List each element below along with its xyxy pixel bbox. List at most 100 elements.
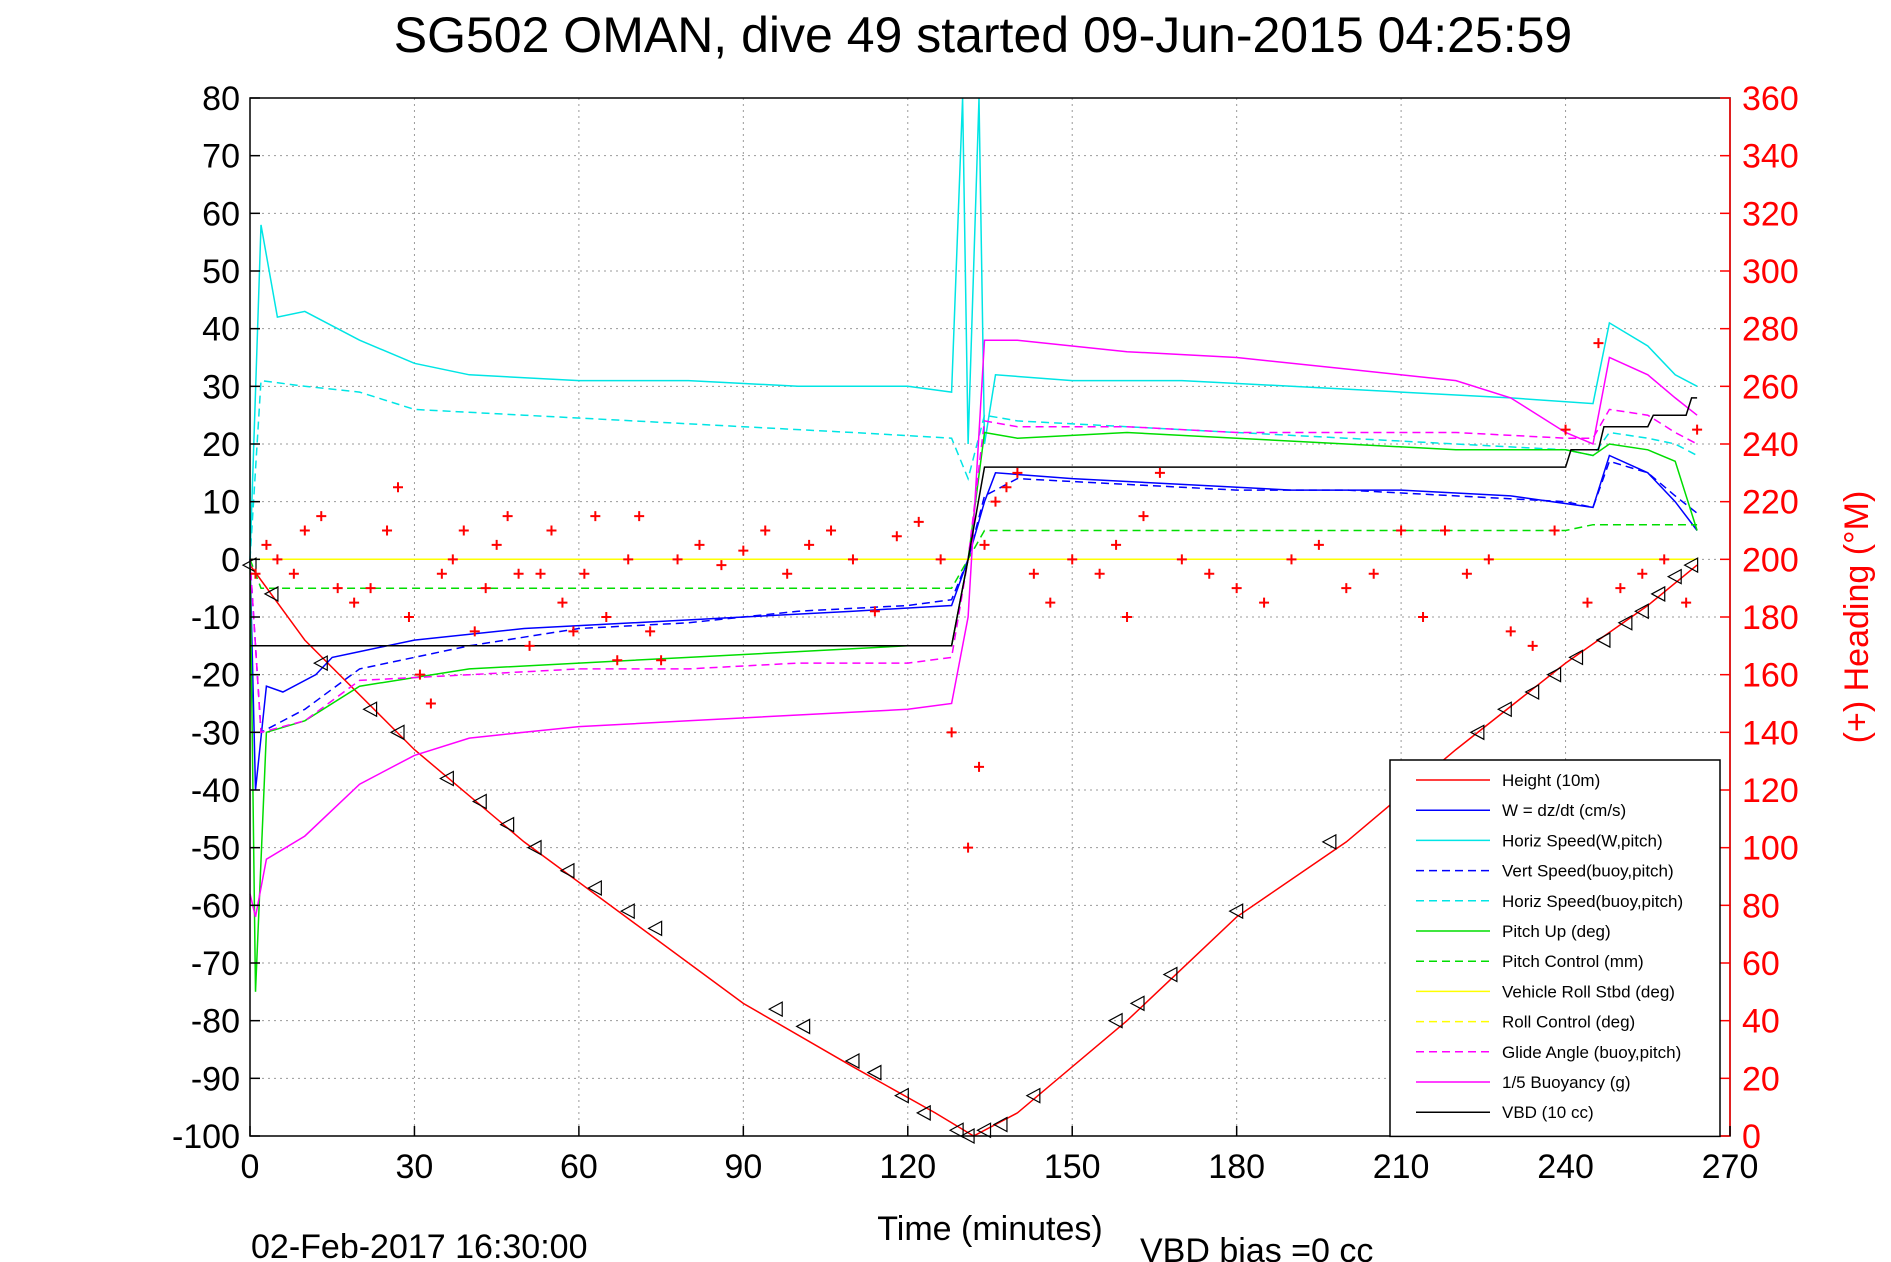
triangle-marker [1228, 903, 1244, 920]
heading-mark [1560, 424, 1571, 435]
heading-mark [1505, 626, 1516, 637]
triangle-marker [866, 1064, 882, 1081]
heading-mark [645, 626, 656, 637]
right-tick-label: 120 [1742, 772, 1799, 810]
x-tick-label: 240 [1537, 1148, 1594, 1186]
triangle-marker [1650, 585, 1666, 602]
heading-mark [299, 525, 310, 536]
heading-mark [1094, 568, 1105, 579]
triangle-marker [1025, 1087, 1041, 1104]
heading-mark [425, 698, 436, 709]
heading-mark [1259, 597, 1270, 608]
heading-mark [447, 554, 458, 565]
right-tick-label: 260 [1742, 368, 1799, 406]
left-tick-label: 40 [202, 311, 240, 349]
triangle-marker [1107, 1012, 1123, 1029]
heading-mark [349, 597, 360, 608]
triangle-marker [439, 770, 454, 787]
heading-mark [1418, 612, 1429, 622]
heading-mark [1582, 597, 1593, 608]
triangle-marker [1617, 614, 1633, 631]
right-tick-label: 80 [1742, 887, 1780, 925]
right-tick-label: 200 [1742, 541, 1799, 579]
series-line-6 [249, 523, 1698, 589]
triangle-marker [1634, 603, 1649, 620]
heading-marks [250, 338, 1703, 853]
heading-mark [382, 525, 393, 536]
triangle-marker [976, 1122, 992, 1139]
heading-mark [288, 568, 299, 579]
triangle-marker [647, 920, 663, 937]
x-tick-label: 150 [1044, 1148, 1101, 1186]
heading-mark [847, 554, 858, 565]
heading-mark [403, 612, 414, 622]
legend-label: Pitch Up (deg) [1502, 922, 1611, 941]
heading-mark [1439, 525, 1450, 536]
heading-mark [891, 531, 902, 542]
triangle-marker [263, 585, 279, 602]
legend-label: W = dz/dt (cm/s) [1502, 801, 1626, 820]
heading-mark [590, 511, 601, 522]
triangle-marker [1469, 724, 1485, 741]
heading-mark [524, 640, 535, 651]
left-tick-label: 60 [202, 195, 240, 233]
x-ticks: 0 30 60 90 120 150 180 210 240 270 [241, 1126, 1758, 1186]
heading-mark [436, 568, 447, 579]
left-tick-label: -80 [191, 1003, 240, 1041]
heading-mark [480, 583, 491, 594]
triangle-marker [471, 793, 487, 810]
heading-mark [869, 606, 880, 617]
heading-mark [250, 568, 261, 579]
heading-mark [332, 583, 343, 594]
heading-mark [458, 525, 469, 536]
heading-mark [601, 612, 612, 622]
heading-mark [1341, 583, 1352, 594]
left-tick-label: 50 [202, 253, 240, 291]
left-tick-label: 20 [202, 426, 240, 464]
right-tick-label: 280 [1742, 311, 1799, 349]
triangle-marker [526, 839, 542, 856]
heading-mark [535, 568, 546, 579]
triangle-marker [389, 724, 405, 741]
triangle-marker [312, 655, 328, 672]
left-tick-label: -70 [191, 945, 240, 983]
heading-mark [393, 482, 403, 493]
heading-mark [782, 568, 793, 579]
chart-title: SG502 OMAN, dive 49 started 09-Jun-2015 … [394, 7, 1573, 63]
heading-mark [634, 511, 645, 522]
legend-label: Vert Speed(buoy,pitch) [1502, 862, 1674, 881]
heading-mark [738, 545, 749, 556]
heading-mark [1231, 583, 1242, 594]
heading-mark [1286, 554, 1297, 565]
heading-mark [1483, 554, 1494, 565]
triangle-marker [1683, 557, 1699, 574]
heading-mark [1637, 568, 1648, 579]
triangle-marker [559, 862, 575, 879]
heading-mark [491, 539, 502, 550]
series-line-10 [249, 339, 1698, 918]
heading-mark [990, 496, 1001, 507]
triangle-marker [1129, 995, 1145, 1012]
left-tick-label: -90 [191, 1060, 240, 1098]
triangle-marker [948, 1122, 964, 1139]
x-axis-label: Time (minutes) [877, 1210, 1102, 1248]
right-tick-label: 180 [1742, 599, 1799, 637]
triangle-marker [362, 701, 378, 718]
triangle-marker [767, 1001, 783, 1018]
series-line-1 [249, 454, 1698, 791]
heading-mark [623, 554, 634, 565]
legend-box [1389, 759, 1721, 1138]
heading-mark [1659, 554, 1670, 565]
right-tick-label: 20 [1742, 1060, 1780, 1098]
heading-mark [579, 568, 590, 579]
triangle-marker [1546, 666, 1562, 683]
heading-mark [1692, 424, 1703, 435]
legend-label: Vehicle Roll Stbd (deg) [1502, 982, 1675, 1001]
x-tick-label: 210 [1373, 1148, 1430, 1186]
heading-mark [1154, 467, 1165, 478]
right-y-ticks: 3603403203002802602402202001801601401201… [1720, 80, 1799, 1156]
heading-mark [694, 539, 705, 550]
legend-label: Roll Control (deg) [1502, 1013, 1635, 1032]
left-y-ticks: 80 70 60 50 40 30 20 10 0 -10 -20 -30 -40 -50 -60 -70 -8… [172, 80, 260, 1156]
